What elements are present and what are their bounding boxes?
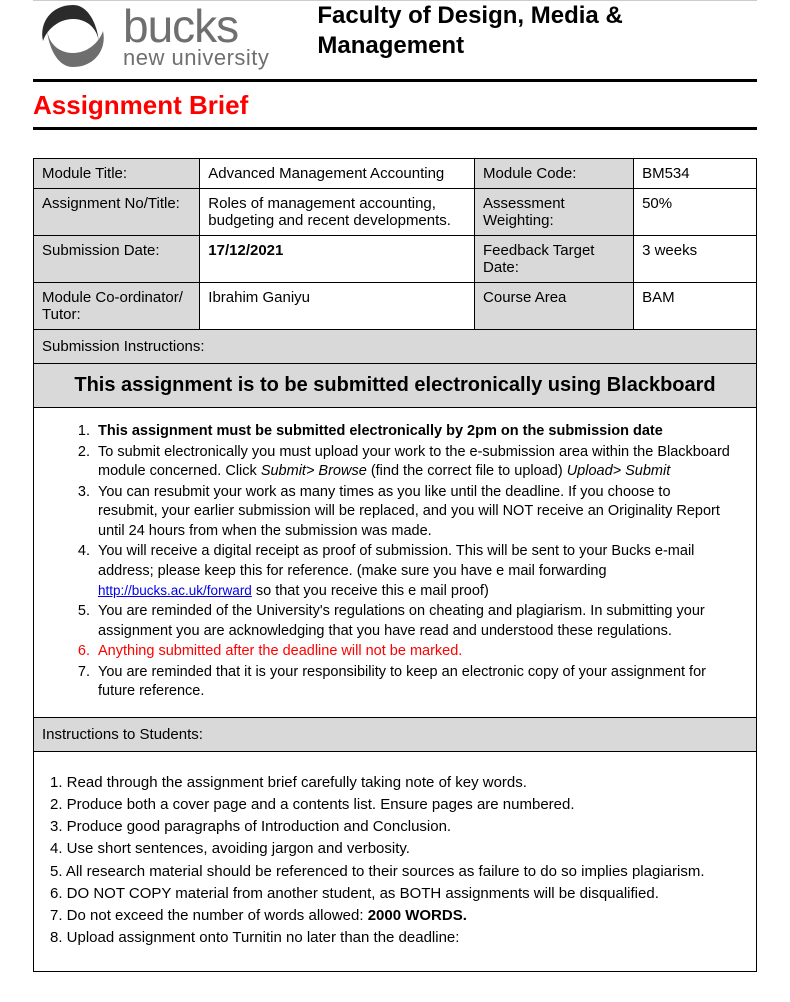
list-item: You are reminded of the University's reg… <box>94 602 734 641</box>
forward-link[interactable]: http://bucks.ac.uk/forward <box>98 583 252 598</box>
logo-mark-icon <box>33 1 113 71</box>
instructions-to-students-list: 1. Read through the assignment brief car… <box>33 752 757 973</box>
table-row: Module Title: Advanced Management Accoun… <box>34 159 757 189</box>
label-assessment-weighting: Assessment Weighting: <box>475 189 634 236</box>
logo-name: bucks <box>123 3 269 49</box>
brief-title: Assignment Brief <box>33 90 248 120</box>
table-row: Assignment No/Title: Roles of management… <box>34 189 757 236</box>
label-feedback-date: Feedback Target Date: <box>475 236 634 283</box>
student-instr-6: 6. DO NOT COPY material from another stu… <box>50 883 740 905</box>
table-row: Module Co-ordinator/ Tutor: Ibrahim Gani… <box>34 283 757 330</box>
label-coordinator: Module Co-ordinator/ Tutor: <box>34 283 200 330</box>
submission-instructions-header: Submission Instructions: <box>33 330 757 364</box>
label-module-title: Module Title: <box>34 159 200 189</box>
instructions-to-students-header: Instructions to Students: <box>33 718 757 752</box>
logo-subtitle: new university <box>123 47 269 69</box>
document-header: bucks new university Faculty of Design, … <box>33 0 757 82</box>
list-item: To submit electronically you must upload… <box>94 443 734 482</box>
logo-text: bucks new university <box>123 3 269 69</box>
list-item: You can resubmit your work as many times… <box>94 483 734 542</box>
instr-4a: You will receive a digital receipt as pr… <box>98 543 694 579</box>
value-module-code: BM534 <box>634 159 757 189</box>
instr-2b: (find the correct file to upload) <box>367 463 567 479</box>
page: bucks new university Faculty of Design, … <box>0 0 790 1002</box>
university-logo: bucks new university <box>33 1 269 71</box>
list-item: This assignment must be submitted electr… <box>94 422 734 442</box>
label-module-code: Module Code: <box>475 159 634 189</box>
brief-title-bar: Assignment Brief <box>33 88 757 130</box>
value-assignment-title: Roles of management accounting, budgetin… <box>200 189 475 236</box>
submission-date-bold: 17/12/2021 <box>208 242 283 259</box>
instr-2-italic1: Submit> Browse <box>261 463 367 479</box>
module-info-table: Module Title: Advanced Management Accoun… <box>33 158 757 330</box>
student-instr-1: 1. Read through the assignment brief car… <box>50 772 740 794</box>
label-course-area: Course Area <box>475 283 634 330</box>
student-instr-5: 5. All research material should be refer… <box>50 861 740 883</box>
value-coordinator: Ibrahim Ganiyu <box>200 283 475 330</box>
table-row: Submission Date: 17/12/2021 Feedback Tar… <box>34 236 757 283</box>
faculty-title: Faculty of Design, Media & Management <box>317 1 757 61</box>
list-item: You are reminded that it is your respons… <box>94 663 734 702</box>
instr-4b: so that you receive this e mail proof) <box>252 583 489 599</box>
instr-2-italic2: Upload> Submit <box>567 463 671 479</box>
value-submission-date: 17/12/2021 <box>200 236 475 283</box>
value-course-area: BAM <box>634 283 757 330</box>
value-assessment-weighting: 50% <box>634 189 757 236</box>
student-instr-4: 4. Use short sentences, avoiding jargon … <box>50 838 740 860</box>
student-instr-7a: 7. Do not exceed the number of words all… <box>50 907 368 924</box>
label-assignment-title: Assignment No/Title: <box>34 189 200 236</box>
value-feedback-date: 3 weeks <box>634 236 757 283</box>
list-item-deadline-warning: Anything submitted after the deadline wi… <box>94 642 734 662</box>
label-submission-date: Submission Date: <box>34 236 200 283</box>
list-item: You will receive a digital receipt as pr… <box>94 542 734 601</box>
student-instr-2: 2. Produce both a cover page and a conte… <box>50 794 740 816</box>
submission-instructions-list: This assignment must be submitted electr… <box>33 408 757 718</box>
student-instr-7: 7. Do not exceed the number of words all… <box>50 905 740 927</box>
value-module-title: Advanced Management Accounting <box>200 159 475 189</box>
electronic-submission-banner: This assignment is to be submitted elect… <box>33 364 757 408</box>
student-instr-8: 8. Upload assignment onto Turnitin no la… <box>50 927 740 949</box>
word-count: 2000 WORDS. <box>368 907 467 924</box>
instr-1-bold: This assignment must be submitted electr… <box>98 423 663 439</box>
student-instr-3: 3. Produce good paragraphs of Introducti… <box>50 816 740 838</box>
